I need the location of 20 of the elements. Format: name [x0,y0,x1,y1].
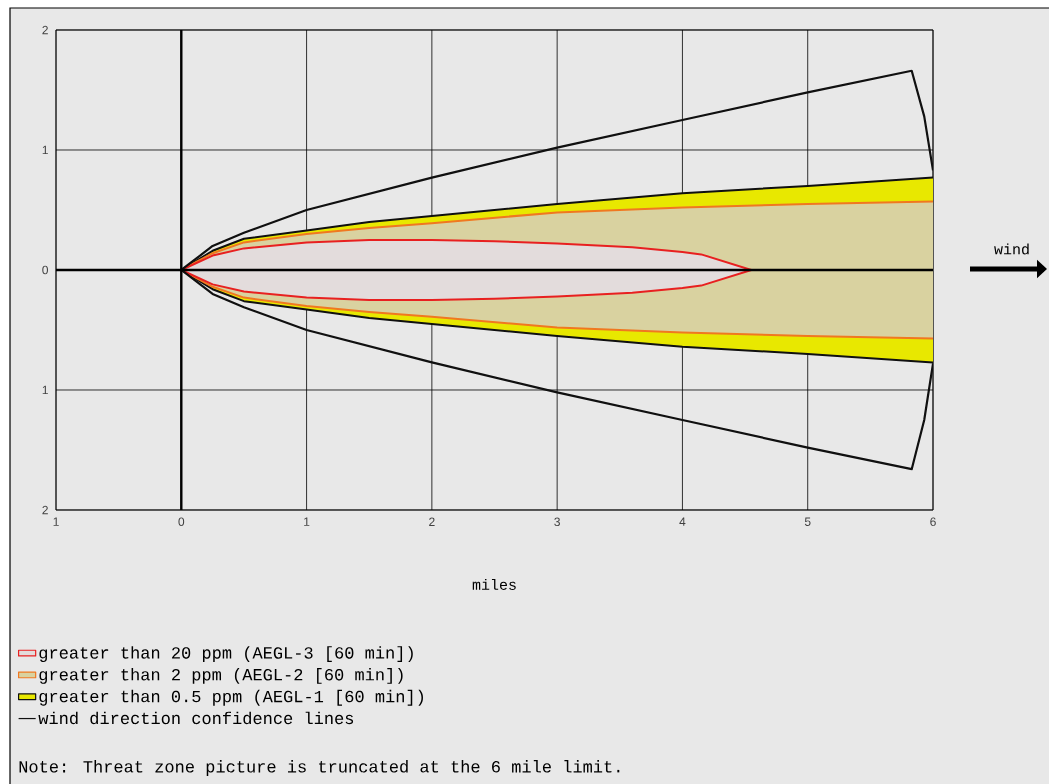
legend-label: wind direction confidence lines [38,711,354,725]
y-tick-label: 0 [42,265,49,275]
x-tick-label: 4 [679,517,686,526]
legend-label: greater than 2 ppm (AEGL-2 [60 min]) [39,668,403,684]
legend-label: greater than 20 ppm (AEGL-3 [60 min]) [39,646,413,663]
x-tick-label: 0 [178,517,185,527]
x-tick-label: 1 [304,517,310,526]
x-tick-label: 5 [804,517,811,526]
x-tick-label: 1 [53,517,59,526]
x-tick-label: 3 [554,517,560,527]
text: Note: Threat zone picture is truncated at the 6 mile limit. [19,760,620,776]
x-tick-label: 2 [429,517,435,526]
legend-label: greater than 0.5 ppm (AEGL-1 [60 min]) [39,689,423,706]
y-tick-label: 2 [42,25,48,35]
y-tick-label: 2 [42,505,48,515]
text: wind [994,243,1029,255]
y-tick-label: 1 [42,145,48,155]
y-tick-label: 1 [42,385,48,395]
x-axis-title: miles [472,578,516,590]
x-tick-label: 6 [930,517,936,527]
